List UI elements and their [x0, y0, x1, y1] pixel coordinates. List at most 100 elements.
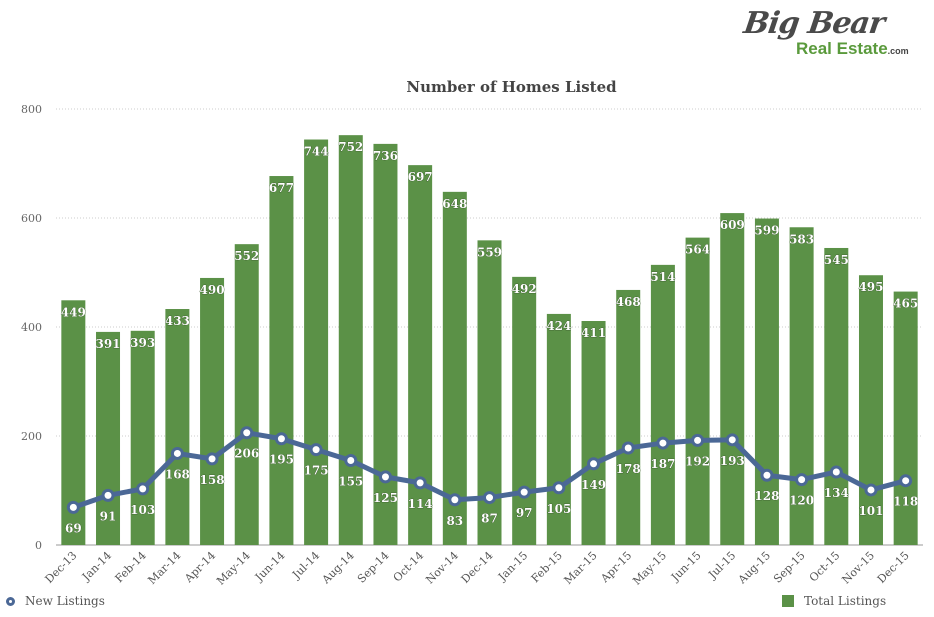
line-value-label: 128	[754, 489, 779, 503]
x-tick-label: Feb-14	[113, 549, 149, 585]
new-listings-point	[136, 482, 150, 496]
new-listings-point	[795, 473, 809, 487]
x-tick-label: Mar-14	[145, 549, 183, 587]
bar-value-label: 495	[858, 280, 883, 294]
new-listings-point	[240, 426, 254, 440]
bar-total-listings	[720, 213, 745, 545]
line-value-label: 91	[100, 509, 117, 523]
bar-total-listings	[858, 275, 883, 545]
x-tick-label: Jun-14	[252, 549, 288, 585]
x-tick-label: Jul-15	[705, 549, 738, 582]
line-value-label: 168	[165, 467, 190, 481]
new-listings-point	[864, 483, 878, 497]
x-tick-label: Dec-13	[43, 549, 80, 586]
x-tick-label: Nov-14	[423, 549, 461, 587]
bar-total-listings	[754, 218, 779, 546]
new-listings-point	[66, 500, 80, 514]
x-tick-label: Jan-15	[495, 549, 530, 584]
x-tick-label: Aug-14	[319, 549, 357, 587]
bar-total-listings	[893, 291, 918, 545]
x-tick-label: Dec-14	[459, 549, 496, 586]
bar-total-listings	[581, 321, 606, 545]
bar-value-label: 391	[95, 337, 120, 351]
x-tick-label: Apr-14	[181, 549, 218, 586]
line-value-label: 105	[546, 502, 571, 516]
line-value-label: 158	[200, 473, 225, 487]
y-tick-label: 600	[21, 212, 42, 225]
legend-total-listings-label: Total Listings	[804, 594, 887, 608]
bar-total-listings	[650, 264, 675, 545]
bar-value-label: 648	[442, 197, 467, 211]
bar-total-listings	[685, 237, 710, 545]
bar-value-label: 736	[373, 149, 398, 163]
new-listings-point	[413, 476, 427, 490]
new-listings-point	[760, 468, 774, 482]
bar-total-listings	[824, 247, 849, 545]
new-listings-point	[309, 443, 323, 457]
x-tick-label: Oct-15	[807, 549, 843, 585]
line-value-label: 87	[481, 512, 498, 526]
new-listings-point	[170, 446, 184, 460]
bar-value-label: 744	[304, 145, 329, 159]
line-value-label: 149	[581, 478, 606, 492]
bar-legend-marker-icon	[782, 595, 794, 607]
bar-total-listings	[130, 330, 155, 545]
bar-total-listings	[234, 244, 259, 545]
bar-total-listings	[338, 135, 363, 545]
new-listings-point	[344, 454, 358, 468]
bar-total-listings	[789, 227, 814, 545]
bar-total-listings	[373, 143, 398, 545]
x-tick-label: Dec-15	[875, 549, 912, 586]
bar-value-label: 545	[824, 253, 849, 267]
new-listings-point	[101, 488, 115, 502]
bar-value-label: 564	[685, 243, 710, 257]
bar-total-listings	[96, 331, 121, 545]
bar-value-label: 559	[477, 245, 502, 259]
bar-value-label: 583	[789, 232, 814, 246]
line-value-label: 178	[616, 462, 641, 476]
bar-value-label: 393	[130, 336, 155, 350]
big-bear-logo: Big Bear Real Estate.com	[741, 6, 920, 64]
new-listings-point	[656, 436, 670, 450]
bar-total-listings	[616, 289, 641, 545]
line-value-label: 103	[130, 503, 155, 517]
y-tick-label: 200	[21, 430, 42, 443]
new-listings-point	[378, 470, 392, 484]
bar-value-label: 424	[546, 319, 571, 333]
x-tick-label: Nov-15	[839, 549, 877, 587]
chart-title: Number of Homes Listed	[406, 78, 617, 96]
new-listings-point	[274, 432, 288, 446]
x-tick-label: Mar-15	[562, 549, 600, 587]
new-listings-point	[552, 481, 566, 495]
x-tick-label: Sep-15	[771, 549, 808, 586]
line-value-label: 155	[338, 475, 363, 489]
new-listings-point	[448, 493, 462, 507]
bar-value-label: 465	[893, 297, 918, 311]
bar-value-label: 468	[616, 295, 641, 309]
y-tick-label: 400	[21, 321, 42, 334]
x-tick-label: May-15	[630, 549, 669, 588]
bar-total-listings	[269, 176, 294, 545]
x-tick-label: Aug-15	[735, 549, 773, 587]
new-listings-point	[899, 474, 913, 488]
logo-big-text: Big Bear	[741, 6, 887, 41]
x-tick-label: Jun-15	[668, 549, 704, 585]
legend-total-listings: Total Listings	[782, 594, 886, 608]
bar-value-label: 514	[650, 270, 675, 284]
bar-value-label: 752	[338, 140, 363, 154]
line-legend-marker-icon	[6, 596, 15, 606]
legend-new-listings-label: New Listings	[25, 594, 105, 608]
legend-new-listings: New Listings	[6, 594, 105, 608]
x-tick-label: Sep-14	[355, 549, 392, 586]
new-listings-point	[517, 485, 531, 499]
bar-value-label: 492	[512, 282, 537, 296]
new-listings-point	[621, 441, 635, 455]
new-listings-point	[587, 457, 601, 471]
bar-value-label: 552	[234, 249, 259, 263]
x-tick-label: Jan-14	[79, 549, 114, 584]
bar-value-label: 433	[165, 314, 190, 328]
bar-value-label: 677	[269, 181, 294, 195]
line-value-label: 195	[269, 453, 294, 467]
line-value-label: 187	[650, 457, 675, 471]
bar-value-label: 490	[200, 283, 225, 297]
